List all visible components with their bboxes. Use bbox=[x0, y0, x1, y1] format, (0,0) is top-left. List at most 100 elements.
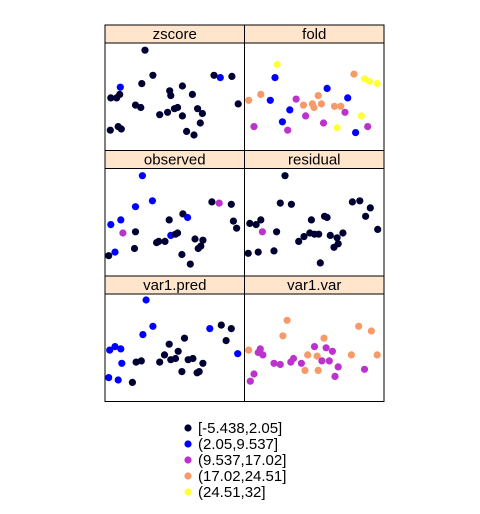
data-point bbox=[252, 221, 260, 229]
data-point bbox=[184, 213, 192, 222]
data-point bbox=[117, 216, 125, 224]
data-point bbox=[310, 103, 318, 112]
data-point bbox=[323, 84, 331, 92]
data-point bbox=[256, 345, 264, 353]
data-point bbox=[286, 106, 294, 114]
data-point bbox=[289, 354, 298, 363]
data-point bbox=[106, 346, 114, 354]
data-point bbox=[279, 332, 287, 340]
data-point bbox=[178, 368, 186, 376]
data-point bbox=[156, 111, 164, 119]
data-point bbox=[199, 236, 207, 244]
data-point bbox=[362, 212, 370, 220]
panel-frame-var1-pred bbox=[104, 293, 245, 402]
data-point bbox=[131, 228, 140, 236]
data-point bbox=[234, 350, 242, 358]
data-point bbox=[174, 347, 182, 355]
data-point bbox=[301, 366, 309, 374]
data-point bbox=[270, 247, 278, 255]
legend-label: [-5.438,2.05] bbox=[198, 420, 282, 437]
data-point bbox=[333, 124, 341, 132]
data-point bbox=[257, 90, 265, 98]
data-point bbox=[320, 334, 328, 342]
data-point bbox=[273, 228, 281, 236]
legend-swatch bbox=[184, 488, 192, 496]
data-point bbox=[227, 325, 235, 333]
data-point bbox=[254, 248, 262, 256]
data-point bbox=[107, 221, 115, 229]
data-point bbox=[161, 237, 169, 245]
data-point bbox=[352, 129, 360, 137]
data-point bbox=[111, 248, 119, 256]
data-point bbox=[276, 199, 284, 207]
data-point bbox=[304, 351, 312, 359]
panel-observed: observed bbox=[104, 150, 245, 277]
data-point bbox=[328, 347, 336, 355]
data-point bbox=[131, 203, 140, 211]
data-point bbox=[174, 229, 182, 237]
data-point bbox=[325, 357, 333, 365]
data-point bbox=[174, 103, 182, 112]
data-point bbox=[319, 119, 328, 127]
legend-label: (24.51,32] bbox=[198, 484, 266, 501]
data-point bbox=[334, 240, 342, 248]
data-point bbox=[259, 351, 267, 359]
data-point bbox=[189, 354, 197, 363]
data-point bbox=[281, 172, 289, 180]
data-point bbox=[216, 74, 224, 82]
data-point bbox=[333, 234, 341, 242]
panel-frame-var1-var bbox=[244, 293, 385, 402]
data-point bbox=[195, 368, 203, 376]
panel-fold: fold bbox=[244, 24, 385, 151]
data-point bbox=[266, 96, 274, 104]
data-point bbox=[128, 378, 136, 386]
data-point bbox=[250, 123, 258, 131]
data-point bbox=[367, 327, 375, 335]
data-point bbox=[138, 172, 146, 180]
legend-swatch bbox=[184, 440, 192, 448]
data-point bbox=[194, 105, 202, 113]
data-point bbox=[284, 126, 292, 134]
data-point bbox=[178, 112, 186, 120]
data-point bbox=[178, 250, 186, 259]
data-point bbox=[198, 109, 206, 118]
data-point bbox=[105, 252, 113, 260]
data-point bbox=[278, 118, 286, 126]
data-point bbox=[167, 92, 175, 100]
points-residual bbox=[244, 172, 382, 267]
data-point bbox=[257, 216, 265, 224]
data-point bbox=[357, 112, 365, 120]
data-point bbox=[183, 127, 191, 135]
data-point bbox=[244, 249, 252, 257]
data-point bbox=[287, 200, 295, 208]
data-point bbox=[341, 108, 349, 116]
data-point bbox=[188, 90, 196, 98]
panel-frame-fold bbox=[244, 42, 385, 151]
data-point bbox=[137, 103, 145, 112]
data-point bbox=[234, 100, 242, 108]
panel-var1-var: var1.var bbox=[244, 275, 385, 402]
data-point bbox=[318, 357, 326, 365]
panel-residual: residual bbox=[244, 150, 385, 277]
data-point bbox=[191, 235, 199, 243]
legend-swatch bbox=[184, 456, 192, 464]
data-point bbox=[148, 197, 156, 205]
strip-label-observed: observed bbox=[144, 152, 206, 169]
points-var1-var bbox=[245, 316, 381, 385]
data-point bbox=[116, 90, 124, 98]
data-point bbox=[364, 123, 372, 131]
data-point bbox=[222, 337, 230, 345]
data-point bbox=[339, 229, 347, 237]
data-point bbox=[373, 351, 381, 359]
data-point bbox=[117, 345, 125, 353]
legend-item: [-5.438,2.05] bbox=[184, 420, 282, 437]
points-observed bbox=[105, 172, 241, 268]
data-point bbox=[149, 322, 157, 330]
panel-frame-zscore bbox=[104, 42, 245, 151]
data-point bbox=[344, 94, 352, 102]
data-point bbox=[119, 229, 127, 237]
panel-frame-observed bbox=[104, 168, 245, 277]
legend-item: (17.02,24.51] bbox=[184, 468, 286, 485]
data-point bbox=[149, 71, 157, 79]
